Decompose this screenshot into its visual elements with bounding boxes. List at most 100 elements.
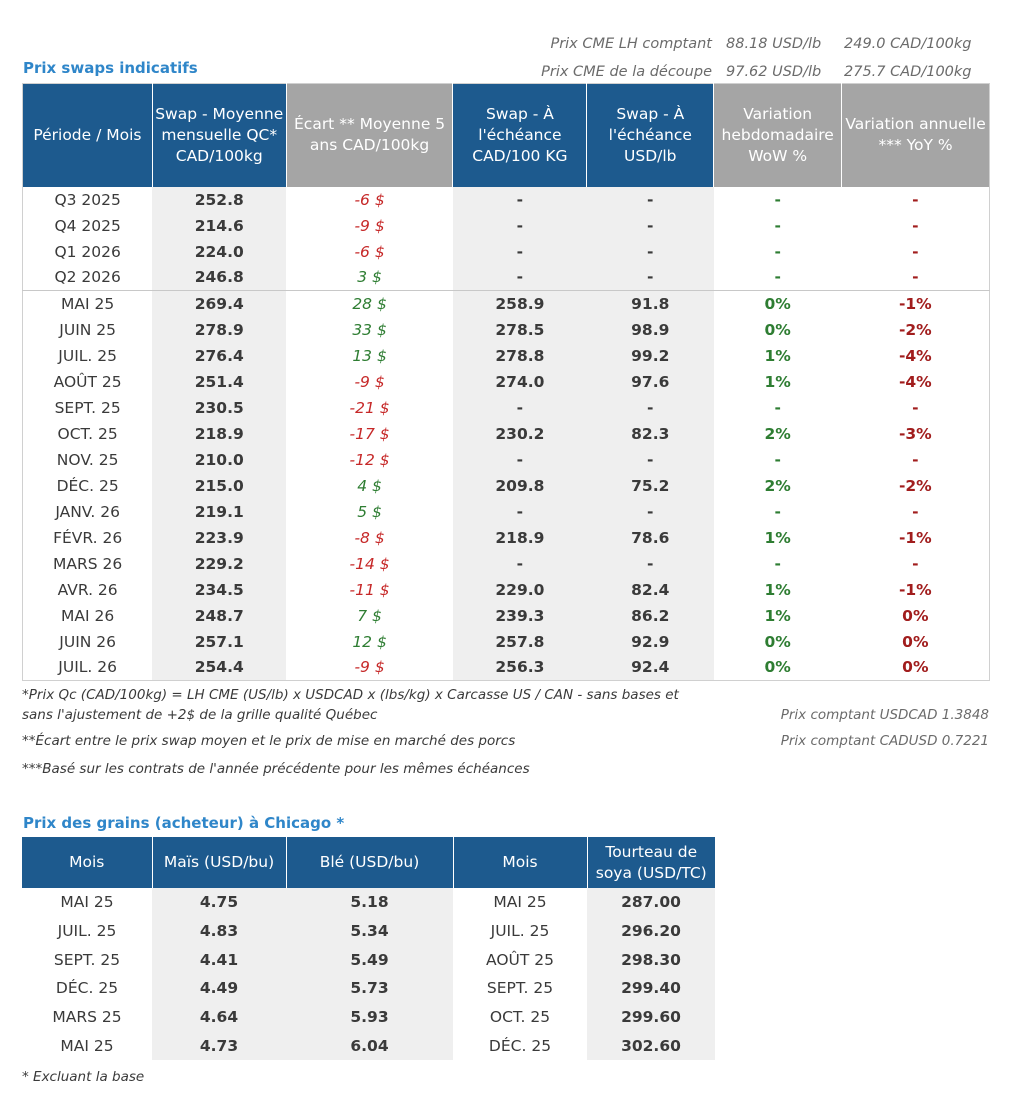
soy-month-cell: OCT. 25: [489, 1008, 551, 1027]
swap-row: JUIN 26 257.1 12 $ 257.8 92.9 0% 0%: [23, 628, 990, 655]
swap-usd-cell: 98.9: [586, 316, 714, 343]
swap-usd-cell: -: [586, 550, 714, 577]
swap-header-row: Période / Mois Swap - Moyenne mensuelle …: [22, 83, 990, 187]
gap-cell: 7 $: [357, 606, 382, 625]
period-cell: JANV. 26: [55, 502, 120, 521]
swap-cad-cell: 239.3: [452, 602, 587, 629]
swap-avg-cell: 234.5: [152, 576, 287, 603]
swap-cad-cell: -: [452, 394, 587, 421]
header-wow: Variation hebdomadaire WoW %: [713, 83, 843, 187]
swap-avg-cell: 218.9: [152, 420, 287, 447]
period-cell: Q4 2025: [54, 216, 121, 235]
soy-cell: 298.30: [587, 945, 715, 975]
wow-cell: 0%: [764, 320, 791, 339]
swap-cad-cell: 230.2: [452, 420, 587, 447]
swap-section-title: Prix swaps indicatifs: [23, 59, 198, 77]
grains-header-wheat: Blé (USD/bu): [286, 837, 454, 888]
grains-row: MAI 25 4.75 5.18 MAI 25 287.00: [22, 888, 715, 917]
yoy-cell: -: [912, 190, 919, 209]
swap-row: AVR. 26 234.5 -11 $ 229.0 82.4 1% -1%: [23, 576, 990, 603]
swap-cad-cell: -: [452, 186, 587, 213]
soy-cell: 287.00: [587, 888, 715, 917]
swap-row: NOV. 25 210.0 -12 $ - - - -: [23, 446, 990, 473]
wheat-cell: 5.49: [286, 945, 453, 975]
swap-table: Période / Mois Swap - Moyenne mensuelle …: [22, 83, 990, 681]
swap-row: JUIN 25 278.9 33 $ 278.5 98.9 0% -2%: [23, 316, 990, 343]
period-cell: SEPT. 25: [54, 398, 121, 417]
gap-cell: -6 $: [354, 242, 385, 261]
wow-cell: 0%: [764, 658, 791, 677]
wow-cell: -: [774, 502, 781, 521]
wheat-cell: 5.18: [286, 888, 453, 917]
grains-row: MAI 25 4.73 6.04 DÉC. 25 302.60: [22, 1031, 715, 1061]
swap-avg-cell: 219.1: [152, 498, 287, 525]
period-cell: MAI 25: [22, 290, 153, 317]
grains-row: MARS 25 4.64 5.93 OCT. 25 299.60: [22, 1002, 715, 1032]
wow-cell: 1%: [764, 528, 791, 547]
soy-cell: 299.40: [587, 974, 715, 1003]
swap-avg-cell: 224.0: [152, 238, 287, 265]
swap-avg-cell: 214.6: [152, 212, 287, 239]
grains-row: DÉC. 25 4.49 5.73 SEPT. 25 299.40: [22, 974, 715, 1003]
wow-cell: -: [774, 190, 781, 209]
corn-cell: 4.73: [152, 1031, 286, 1061]
gap-cell: -8 $: [354, 528, 385, 547]
wow-cell: 0%: [713, 290, 842, 317]
corn-cell: 4.83: [152, 916, 286, 946]
swap-usd-cell: -: [586, 394, 714, 421]
grain-month-cell: MAI 25: [60, 1036, 114, 1055]
grains-header-month1: Mois: [22, 837, 153, 888]
period-cell: OCT. 25: [57, 424, 118, 443]
swap-usd-cell: -: [586, 446, 714, 473]
swap-cad-cell: -: [452, 550, 587, 577]
grains-note: * Excluant la base: [22, 1069, 145, 1085]
swap-usd-cell: 92.9: [586, 628, 714, 655]
swap-cad-cell: -: [452, 264, 587, 291]
header-yoy: Variation annuelle *** YoY %: [841, 83, 990, 187]
soy-cell: 302.60: [587, 1031, 715, 1061]
header-swap-cad: Swap - À l'échéance CAD/100 KG: [452, 83, 588, 187]
gap-cell: 12 $: [352, 632, 387, 651]
swap-cad-cell: 274.0: [452, 368, 587, 395]
gap-cell: -12 $: [349, 450, 390, 469]
grains-header-row: Mois Maïs (USD/bu) Blé (USD/bu) Mois Tou…: [22, 837, 715, 888]
wow-cell: 1%: [764, 372, 791, 391]
gap-cell: -11 $: [349, 580, 390, 599]
yoy-cell: -: [912, 242, 919, 261]
soy-month-cell: JUIL. 25: [490, 922, 550, 941]
gap-cell: -6 $: [354, 190, 385, 209]
gap-cell: -9 $: [354, 216, 385, 235]
gap-cell: -9 $: [354, 372, 385, 391]
swap-cad-cell: 256.3: [452, 654, 587, 681]
swap-cad-cell: 278.5: [452, 316, 587, 343]
cme-lh-cad: 249.0 CAD/100kg: [844, 36, 972, 52]
period-cell: NOV. 25: [56, 450, 119, 469]
period-cell: Q3 2025: [54, 190, 121, 209]
yoy-cell: -: [912, 450, 919, 469]
gap-cell: 5 $: [357, 502, 382, 521]
soy-cell: 296.20: [587, 916, 715, 946]
header-period: Période / Mois: [22, 83, 153, 187]
swap-cad-cell: 278.8: [452, 342, 587, 369]
wheat-cell: 6.04: [286, 1031, 453, 1061]
cme-cutout-row: Prix CME de la découpe 97.62 USD/lb 275.…: [536, 58, 984, 86]
yoy-cell: -1%: [898, 580, 932, 599]
swap-row: AOÛT 25 251.4 -9 $ 274.0 97.6 1% -4%: [23, 368, 990, 395]
swap-usd-cell: 91.8: [586, 290, 714, 317]
swap-avg-cell: 246.8: [152, 264, 287, 291]
swap-avg-cell: 223.9: [152, 524, 287, 551]
grains-row: JUIL. 25 4.83 5.34 JUIL. 25 296.20: [22, 916, 715, 946]
wow-cell: 2%: [764, 476, 791, 495]
grains-row: SEPT. 25 4.41 5.49 AOÛT 25 298.30: [22, 945, 715, 975]
yoy-cell: -4%: [898, 372, 932, 391]
wheat-cell: 5.93: [286, 1002, 453, 1032]
swap-row: MAI 25 269.4 28 $258.9 91.8 0% -1%: [22, 290, 990, 317]
swap-row: JANV. 26 219.1 5 $ - - - -: [23, 498, 990, 525]
yoy-cell: -4%: [898, 346, 932, 365]
swap-cad-cell: -: [452, 446, 587, 473]
cme-cutout-usd: 97.62 USD/lb: [726, 64, 822, 80]
swap-avg-cell: 252.8: [152, 186, 287, 213]
corn-cell: 4.75: [152, 888, 286, 917]
wow-cell: -: [774, 554, 781, 573]
yoy-cell: 0%: [902, 632, 929, 651]
